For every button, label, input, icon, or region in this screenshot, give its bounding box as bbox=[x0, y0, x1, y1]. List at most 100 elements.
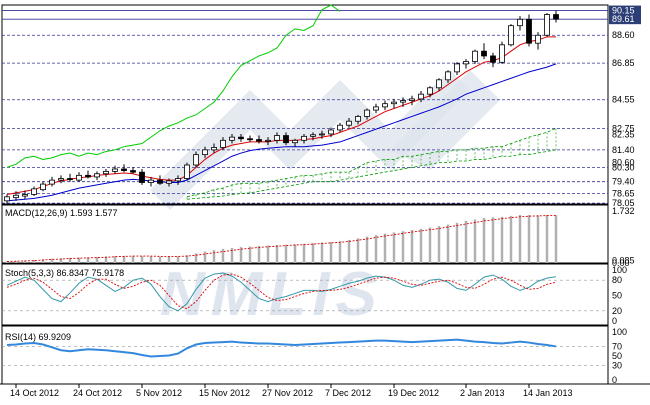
ma-blue-series bbox=[6, 63, 557, 202]
price-tick-label: 89.61 bbox=[612, 14, 635, 24]
candle-body bbox=[436, 79, 442, 89]
macd-tick-label: 1.732 bbox=[612, 206, 635, 216]
macd-signal-line bbox=[6, 215, 556, 262]
candle-body bbox=[175, 178, 181, 182]
candle-body bbox=[382, 103, 388, 108]
candle-body bbox=[85, 174, 91, 178]
price-tick-label: 86.85 bbox=[612, 58, 635, 68]
candle-body bbox=[139, 171, 145, 183]
stochastic-label: Stoch(5,3,3) 86.8347 75.9178 bbox=[5, 268, 124, 278]
time-axis: 14 Oct 2012 24 Oct 2012 5 Nov 2012 15 Nov 2… bbox=[10, 384, 573, 398]
rsi-tick-label: 30 bbox=[612, 361, 622, 371]
candle-body bbox=[256, 139, 262, 142]
stoch-tick-label: 50 bbox=[612, 291, 622, 301]
rsi-line bbox=[6, 338, 557, 358]
candle-body bbox=[58, 178, 64, 181]
time-tick-label: 27 Nov 2012 bbox=[262, 388, 313, 398]
candle-body bbox=[508, 25, 514, 46]
candle-body bbox=[292, 139, 298, 144]
price-tick-label: 82.75 bbox=[612, 123, 635, 133]
candle-body bbox=[193, 154, 199, 166]
time-tick-label: 5 Nov 2012 bbox=[136, 388, 182, 398]
candle-body bbox=[526, 18, 532, 44]
candle-body bbox=[22, 194, 28, 197]
panel-frame-rsi bbox=[1, 325, 609, 385]
candle-body bbox=[400, 100, 406, 103]
watermark-logo bbox=[150, 70, 500, 210]
candle-body bbox=[319, 133, 325, 136]
candle-body bbox=[148, 179, 154, 183]
macd-tick-label: 0.00 bbox=[612, 258, 630, 268]
candle-body bbox=[499, 44, 505, 63]
candle-body bbox=[535, 34, 541, 44]
candle-body bbox=[103, 170, 109, 175]
candle-body bbox=[202, 149, 208, 156]
lagging-line bbox=[6, 4, 341, 168]
panel-frame-main bbox=[1, 4, 609, 205]
watermark-text: NMLIS bbox=[160, 260, 383, 329]
candle-body bbox=[301, 135, 307, 141]
candle-body bbox=[166, 180, 172, 184]
price-label-box bbox=[609, 5, 641, 16]
time-tick-label: 19 Dec 2012 bbox=[388, 388, 439, 398]
candle-body bbox=[229, 136, 235, 141]
price-tick-label: 79.40 bbox=[612, 177, 635, 187]
time-tick-label: 7 Dec 2012 bbox=[325, 388, 371, 398]
time-tick-label: 24 Oct 2012 bbox=[73, 388, 122, 398]
watermark-wordmark: NMLIS bbox=[160, 260, 383, 329]
candle-body bbox=[49, 179, 55, 185]
rsi-tick-label: 0 bbox=[612, 375, 617, 385]
candle-body bbox=[274, 135, 280, 141]
candle-body bbox=[265, 139, 271, 142]
candle-body bbox=[391, 101, 397, 105]
rsi-tick-label: 100 bbox=[612, 327, 627, 337]
candle-body bbox=[328, 129, 334, 135]
ichimoku-cloud bbox=[186, 128, 557, 200]
candle-body bbox=[76, 174, 82, 181]
rsi-tick-label: 70 bbox=[612, 341, 622, 351]
candle-body bbox=[211, 147, 217, 151]
candle-body bbox=[463, 61, 469, 65]
stoch-tick-label: 80 bbox=[612, 275, 622, 285]
stoch-tick-label: 100 bbox=[612, 265, 627, 275]
candle-body bbox=[184, 164, 190, 179]
candle-body bbox=[355, 116, 361, 122]
candle-body bbox=[544, 14, 550, 36]
time-tick-label: 2 Jan 2013 bbox=[460, 388, 505, 398]
cloud-lower-edge bbox=[186, 149, 557, 200]
time-tick-label: 14 Oct 2012 bbox=[10, 388, 59, 398]
price-tick-label: 80.30 bbox=[612, 162, 635, 172]
macd-label: MACD(12,26,9) 1.593 1.577 bbox=[5, 208, 118, 218]
stoch-d-line bbox=[6, 273, 557, 310]
candlesticks bbox=[4, 10, 559, 204]
panel-frames bbox=[0, 4, 650, 385]
candle-body bbox=[337, 124, 343, 131]
candle-body bbox=[247, 138, 253, 141]
price-tick-label: 88.60 bbox=[612, 30, 635, 40]
candle-body bbox=[130, 170, 136, 173]
price-tick-label: 81.40 bbox=[612, 145, 635, 155]
watermark-arrow bbox=[390, 70, 500, 170]
rsi-label: RSI(14) 69.9209 bbox=[5, 332, 71, 342]
candle-body bbox=[238, 136, 244, 140]
stoch-k-line bbox=[6, 272, 557, 312]
time-tick-label: 15 Nov 2012 bbox=[199, 388, 250, 398]
candle-body bbox=[445, 71, 451, 81]
candle-body bbox=[157, 179, 163, 184]
candle-body bbox=[220, 139, 226, 148]
price-tick-label: 80.60 bbox=[612, 158, 635, 168]
candle-body bbox=[373, 106, 379, 111]
candle-body bbox=[481, 50, 487, 57]
stoch-tick-label: 20 bbox=[612, 306, 622, 316]
price-tick-label: 84.55 bbox=[612, 95, 635, 105]
candle-body bbox=[346, 120, 352, 126]
rsi-tick-label: 50 bbox=[612, 351, 622, 361]
candle-body bbox=[4, 196, 10, 202]
panel-frame-stoch bbox=[1, 263, 609, 326]
candle-body bbox=[40, 183, 46, 191]
candle-body bbox=[31, 188, 37, 195]
